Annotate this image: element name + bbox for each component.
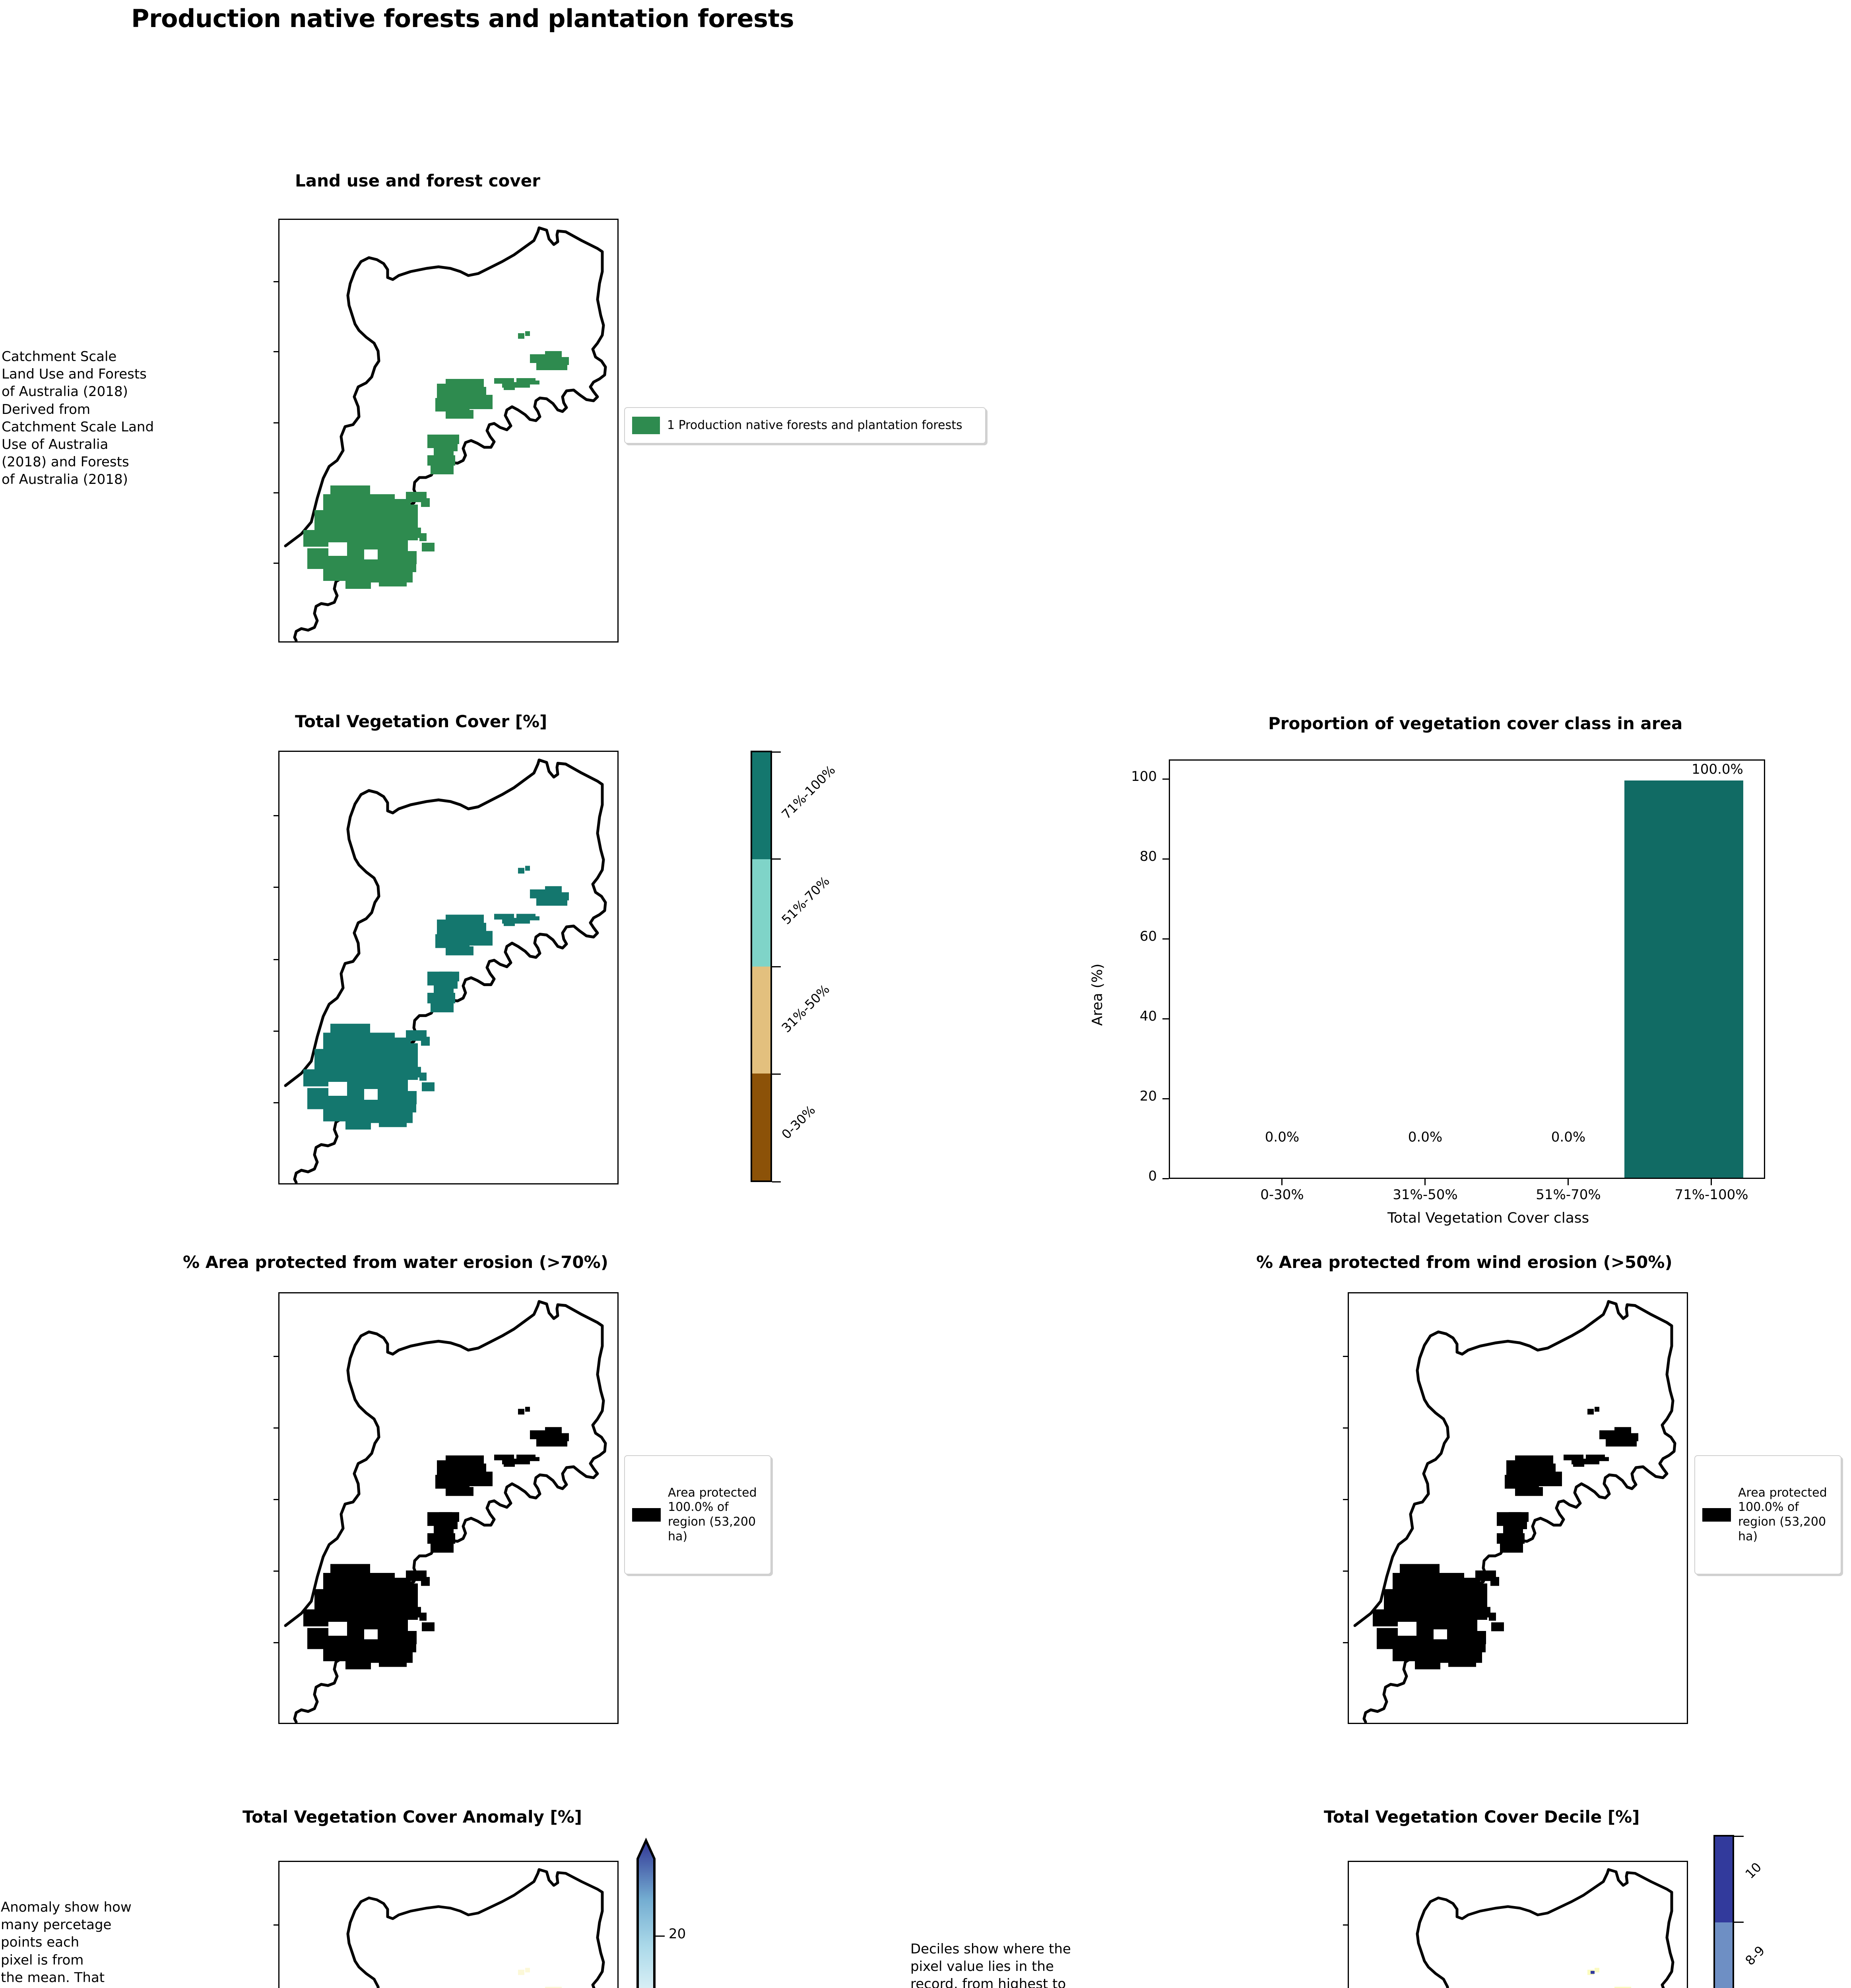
cbar-seg-71-100 [752, 752, 770, 860]
decile-panel-title: Total Vegetation Cover Decile [%] [1324, 1807, 1640, 1827]
ytick-label-40: 40 [1139, 1008, 1157, 1024]
anomaly-note: Anomaly show how many percetage points e… [1, 1899, 132, 1988]
decile-note: Deciles show where the pixel value lies … [910, 1941, 1071, 1988]
ytick-label-0: 0 [1148, 1168, 1157, 1184]
chart-y-axis-title: Area (%) [1089, 963, 1106, 1026]
decile-label-8-9: 8-9 [1742, 1943, 1768, 1969]
cbar-label-51-70: 51%-70% [778, 873, 833, 928]
bar-label-0-30: 0.0% [1265, 1129, 1300, 1145]
water-erosion-legend-label: Area protected 100.0% of region (53,200 … [668, 1485, 757, 1543]
wind-erosion-legend-label: Area protected 100.0% of region (53,200 … [1738, 1485, 1827, 1543]
page-title: Production native forests and plantation… [131, 4, 794, 33]
cbar-label-31-50: 31%-50% [778, 981, 833, 1036]
wind-erosion-legend[interactable]: Area protected 100.0% of region (53,200 … [1694, 1455, 1841, 1574]
anomaly-tick-20: 20 [669, 1926, 686, 1942]
ytick-label-20: 20 [1139, 1088, 1157, 1104]
land-use-map[interactable] [278, 219, 619, 643]
legend-color-swatch [632, 417, 660, 434]
land-use-source-note: Catchment Scale Land Use and Forests of … [2, 349, 154, 488]
decile-map[interactable] [1348, 1861, 1688, 1988]
anomaly-panel-title: Total Vegetation Cover Anomaly [%] [243, 1807, 582, 1827]
cbar-label-0-30: 0-30% [778, 1102, 819, 1142]
xtick-label-0-30: 0-30% [1260, 1187, 1304, 1203]
cbar-seg-0-30 [752, 1073, 770, 1180]
land-use-panel-title: Land use and forest cover [295, 171, 540, 190]
land-use-legend[interactable]: 1 Production native forests and plantati… [624, 407, 986, 444]
anomaly-map[interactable] [278, 1861, 619, 1988]
xtick-label-31-50: 31%-50% [1393, 1187, 1458, 1203]
decile-label-10: 10 [1742, 1859, 1765, 1882]
legend-color-swatch [632, 1508, 661, 1522]
bar-label-71-100: 100.0% [1692, 761, 1743, 777]
veg-cover-panel-title: Total Vegetation Cover [%] [295, 712, 547, 731]
water-erosion-map[interactable] [278, 1292, 619, 1724]
bar-label-51-70: 0.0% [1551, 1129, 1586, 1145]
wind-erosion-panel-title: % Area protected from wind erosion (>50%… [1256, 1252, 1672, 1272]
cbar-seg-31-50 [752, 966, 770, 1074]
ytick-label-60: 60 [1139, 928, 1157, 944]
veg-cover-map[interactable] [278, 751, 619, 1184]
legend-color-swatch [1702, 1508, 1731, 1522]
cbar-label-71-100: 71%-100% [778, 762, 838, 822]
xtick-label-71-100: 71%-100% [1674, 1187, 1748, 1203]
wind-erosion-map[interactable] [1348, 1292, 1688, 1724]
anomaly-colorbar [636, 1837, 656, 1988]
cbar-seg-51-70 [752, 859, 770, 967]
chart-x-axis-title: Total Vegetation Cover class [1387, 1210, 1589, 1226]
chart-title: Proportion of vegetation cover class in … [1268, 714, 1683, 733]
water-erosion-panel-title: % Area protected from water erosion (>70… [183, 1252, 608, 1272]
decile-colorbar [1713, 1835, 1734, 1988]
water-erosion-legend[interactable]: Area protected 100.0% of region (53,200 … [624, 1455, 771, 1574]
decile-seg-8-9 [1715, 1922, 1733, 1988]
land-use-legend-label: 1 Production native forests and plantati… [667, 418, 962, 432]
ytick-label-80: 80 [1139, 848, 1157, 864]
veg-cover-colorbar [751, 751, 772, 1182]
bar-71-100 [1624, 780, 1743, 1178]
proportion-bar-chart[interactable] [1169, 759, 1765, 1179]
bar-label-31-50: 0.0% [1408, 1129, 1443, 1145]
decile-seg-10 [1715, 1837, 1733, 1923]
ytick-label-100: 100 [1131, 769, 1157, 784]
xtick-label-51-70: 51%-70% [1536, 1187, 1601, 1203]
